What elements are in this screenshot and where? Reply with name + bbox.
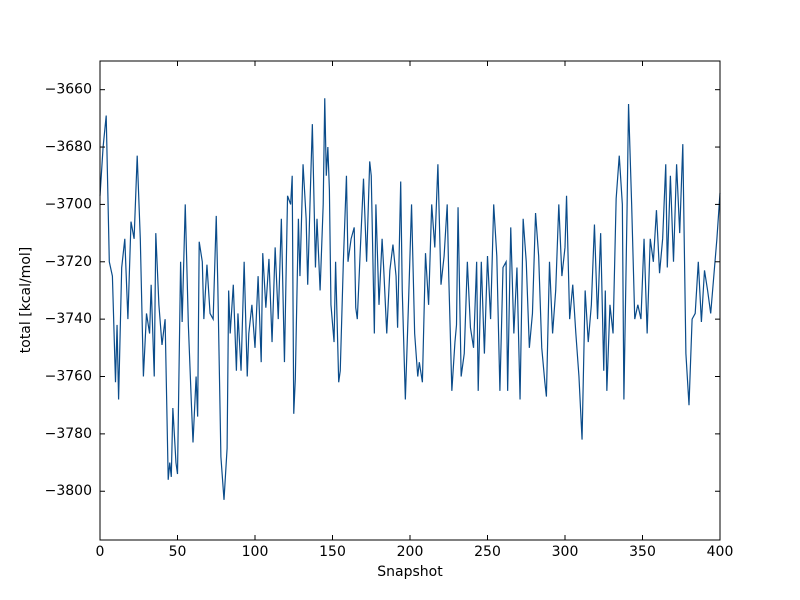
y-axis-label: total [kcal/mol]	[18, 247, 34, 353]
y-tick-label: −3700	[45, 196, 92, 212]
y-tick-label: −3680	[45, 139, 92, 155]
x-tick-label: 150	[319, 544, 346, 560]
x-tick-label: 100	[242, 544, 269, 560]
y-tick-label: −3740	[45, 311, 92, 327]
x-tick-label: 350	[629, 544, 656, 560]
y-tick-label: −3660	[45, 82, 92, 98]
x-tick-label: 300	[552, 544, 579, 560]
y-tick-label: −3800	[45, 483, 92, 499]
x-tick-label: 50	[169, 544, 187, 560]
y-tick-label: −3780	[45, 426, 92, 442]
x-tick-label: 0	[96, 544, 105, 560]
x-tick-label: 200	[397, 544, 424, 560]
x-tick-label: 400	[707, 544, 734, 560]
data-line	[99, 98, 721, 500]
y-tick-label: −3760	[45, 369, 92, 385]
y-tick-label: −3720	[45, 254, 92, 270]
x-tick-label: 250	[474, 544, 501, 560]
x-axis-label: Snapshot	[377, 564, 443, 580]
